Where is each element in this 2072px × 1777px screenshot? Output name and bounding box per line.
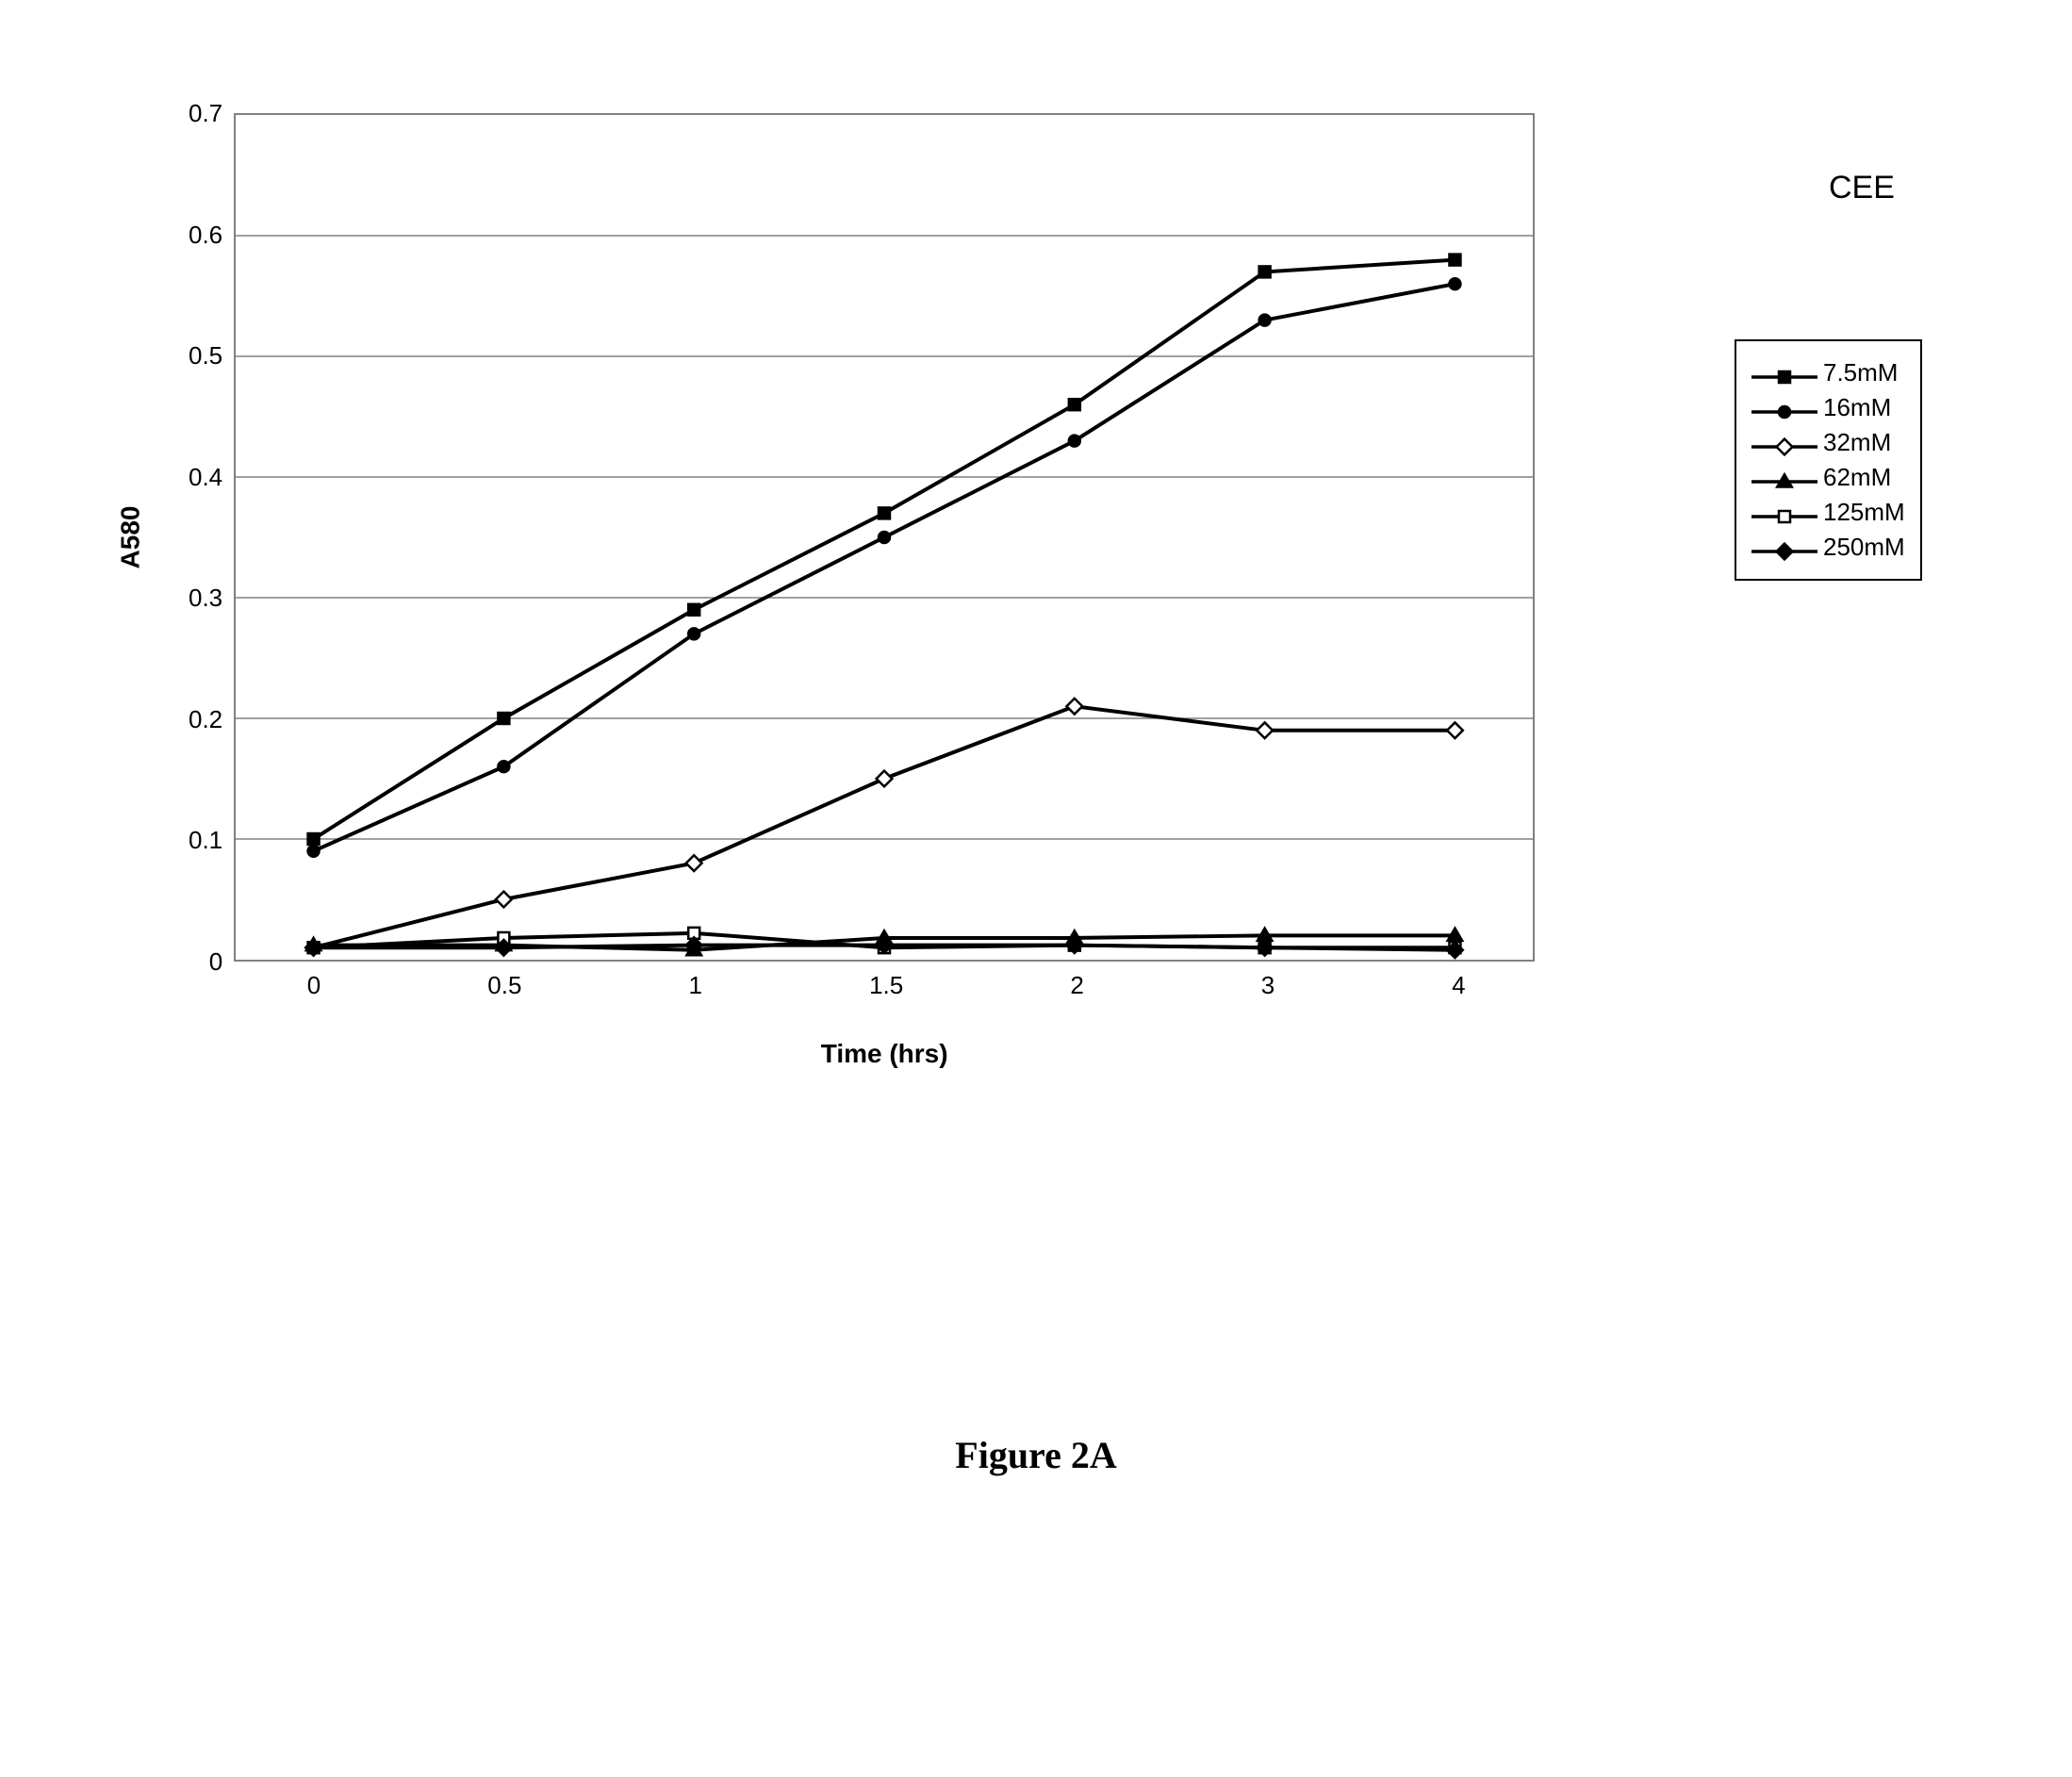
- plot-container: 00.511.5234 Time (hrs): [234, 113, 1535, 962]
- legend-marker-icon: [1751, 469, 1817, 487]
- legend-item: 16mM: [1751, 393, 1905, 422]
- x-tick-label: 2: [1070, 971, 1083, 1000]
- chart-title: CEE: [1829, 170, 1895, 206]
- legend-label: 7.5mM: [1823, 358, 1898, 387]
- legend-label: 32mM: [1823, 428, 1891, 457]
- legend-marker-icon: [1751, 538, 1817, 557]
- chart-wrapper: A580 0.70.60.50.40.30.20.10 00.511.5234 …: [189, 113, 2015, 962]
- x-tick-label: 3: [1261, 971, 1274, 1000]
- legend-item: 125mM: [1751, 498, 1905, 527]
- x-tick-label: 4: [1452, 971, 1465, 1000]
- legend-marker-icon: [1751, 399, 1817, 418]
- x-tick-label: 1: [689, 971, 702, 1000]
- plot-svg: [236, 115, 1533, 960]
- x-tick-label: 0: [307, 971, 321, 1000]
- legend-label: 125mM: [1823, 498, 1905, 527]
- legend: 7.5mM 16mM 32mM 62mM 125mM 250mM: [1735, 339, 1922, 581]
- legend-marker-icon: [1751, 364, 1817, 383]
- legend-label: 62mM: [1823, 463, 1891, 492]
- legend-marker-icon: [1751, 434, 1817, 452]
- legend-marker-icon: [1751, 503, 1817, 522]
- legend-item: 250mM: [1751, 533, 1905, 562]
- legend-item: 32mM: [1751, 428, 1905, 457]
- x-axis-label: Time (hrs): [821, 1039, 948, 1069]
- x-tick-label: 0.5: [487, 971, 521, 1000]
- y-axis-label: A580: [115, 506, 145, 569]
- page-container: A580 0.70.60.50.40.30.20.10 00.511.5234 …: [0, 0, 2072, 1777]
- legend-label: 250mM: [1823, 533, 1905, 562]
- x-tick-label: 1.5: [869, 971, 903, 1000]
- legend-item: 7.5mM: [1751, 358, 1905, 387]
- chart-area: A580 0.70.60.50.40.30.20.10 00.511.5234 …: [189, 113, 1535, 962]
- legend-label: 16mM: [1823, 393, 1891, 422]
- y-axis: 0.70.60.50.40.30.20.10: [189, 113, 234, 962]
- legend-item: 62mM: [1751, 463, 1905, 492]
- figure-caption: Figure 2A: [955, 1433, 1116, 1477]
